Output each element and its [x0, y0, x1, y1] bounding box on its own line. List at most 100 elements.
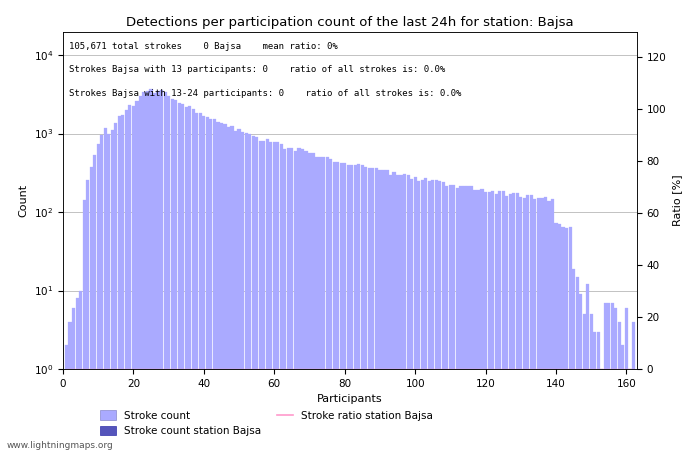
Bar [290, 148, 293, 450]
Bar [561, 227, 565, 450]
Bar [164, 92, 167, 450]
Text: www.lightningmaps.org: www.lightningmaps.org [7, 441, 113, 450]
Bar [160, 90, 163, 450]
Bar [65, 346, 68, 450]
Bar [582, 314, 586, 450]
Bar [326, 157, 329, 450]
Bar [410, 179, 413, 450]
Bar [72, 308, 75, 450]
Bar [178, 103, 181, 450]
Bar [393, 171, 395, 450]
Bar [142, 92, 146, 450]
Bar [417, 180, 420, 450]
Bar [90, 167, 93, 450]
Bar [600, 369, 603, 450]
Bar [336, 162, 340, 450]
Bar [262, 141, 265, 450]
Bar [294, 151, 297, 450]
Bar [195, 112, 198, 450]
Bar [502, 191, 505, 450]
Bar [611, 303, 614, 450]
Bar [421, 180, 424, 450]
Bar [572, 269, 575, 450]
Bar [301, 149, 304, 450]
Bar [424, 178, 427, 450]
Bar [589, 314, 593, 450]
Bar [230, 126, 234, 450]
Bar [128, 104, 132, 450]
Bar [329, 159, 332, 450]
Bar [565, 228, 568, 450]
Bar [150, 89, 153, 450]
Bar [244, 134, 248, 450]
Bar [603, 303, 607, 450]
Bar [118, 116, 121, 450]
Bar [586, 284, 589, 450]
Bar [498, 191, 501, 450]
Text: 105,671 total strokes    0 Bajsa    mean ratio: 0%: 105,671 total strokes 0 Bajsa mean ratio… [69, 42, 337, 51]
Bar [526, 195, 529, 450]
Bar [153, 93, 156, 450]
Bar [456, 188, 459, 450]
Bar [114, 123, 118, 450]
Bar [220, 123, 223, 450]
Bar [466, 185, 470, 450]
Bar [76, 298, 78, 450]
Bar [332, 162, 336, 450]
Bar [188, 106, 191, 450]
Bar [354, 165, 357, 450]
Bar [551, 199, 554, 450]
Bar [477, 190, 480, 450]
Bar [554, 223, 558, 450]
Bar [93, 155, 97, 450]
Bar [146, 90, 149, 450]
Bar [125, 110, 128, 450]
Bar [568, 227, 572, 450]
Bar [371, 167, 374, 450]
Bar [407, 175, 410, 450]
Bar [378, 170, 382, 450]
Bar [192, 108, 195, 450]
Bar [199, 113, 202, 450]
Bar [181, 104, 184, 450]
Bar [400, 175, 402, 450]
X-axis label: Participants: Participants [317, 394, 383, 404]
Bar [558, 225, 561, 450]
Bar [171, 99, 174, 450]
Bar [266, 140, 269, 450]
Bar [512, 193, 515, 450]
Bar [174, 100, 177, 450]
Bar [452, 185, 456, 450]
Bar [459, 186, 463, 450]
Bar [575, 277, 579, 450]
Bar [368, 168, 371, 450]
Bar [100, 135, 104, 450]
Bar [227, 126, 230, 450]
Title: Detections per participation count of the last 24h for station: Bajsa: Detections per participation count of th… [126, 16, 574, 29]
Bar [495, 194, 498, 450]
Bar [209, 119, 213, 450]
Bar [167, 96, 170, 450]
Bar [547, 201, 550, 450]
Bar [185, 107, 188, 450]
Bar [435, 180, 438, 450]
Bar [276, 142, 279, 450]
Legend: Stroke count, Stroke count station Bajsa, Stroke ratio station Bajsa: Stroke count, Stroke count station Bajsa… [96, 406, 437, 440]
Bar [414, 177, 416, 450]
Bar [248, 134, 251, 450]
Bar [470, 185, 473, 450]
Bar [544, 198, 547, 450]
Bar [287, 148, 290, 450]
Bar [596, 332, 600, 450]
Bar [360, 165, 364, 450]
Bar [431, 180, 434, 450]
Bar [386, 170, 389, 450]
Bar [403, 174, 406, 450]
Bar [315, 157, 318, 450]
Bar [270, 142, 272, 450]
Bar [374, 168, 378, 450]
Bar [104, 128, 107, 450]
Bar [237, 129, 241, 450]
Bar [487, 192, 491, 450]
Bar [213, 119, 216, 450]
